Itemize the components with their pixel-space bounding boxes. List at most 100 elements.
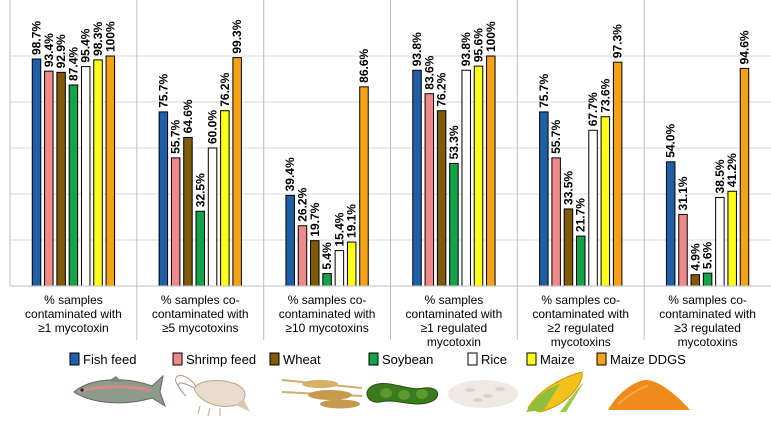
rice-picture — [448, 380, 518, 408]
legend-label: Maize — [540, 352, 575, 367]
value-label: 67.7% — [586, 92, 600, 126]
bar-rice — [461, 69, 471, 287]
soybean-picture — [366, 383, 439, 405]
value-label: 64.6% — [181, 99, 195, 133]
bar-wheat — [436, 110, 447, 287]
value-label: 41.2% — [725, 153, 739, 187]
legend-item-maize: Maize — [526, 352, 575, 367]
bar-shrimp-feed — [170, 157, 181, 287]
value-label: 19.7% — [308, 202, 322, 236]
legend-swatch — [69, 352, 80, 366]
value-label: 55.7% — [169, 120, 183, 154]
legend-swatch — [467, 352, 478, 366]
bar-rice — [334, 250, 345, 287]
ddgs-powder-picture — [608, 380, 690, 410]
fish-picture — [73, 374, 166, 408]
value-label: 32.5% — [193, 173, 207, 207]
legend-pictures — [73, 371, 690, 417]
category-label: % samples co-contaminated with ≥2 regulat… — [532, 293, 629, 349]
bar-maize-ddgs — [105, 55, 116, 287]
value-label: 76.2% — [435, 72, 449, 106]
legend-item-fish-feed: Fish feed — [69, 352, 136, 367]
value-label: 87.4% — [66, 47, 80, 81]
bar-maize — [600, 116, 611, 287]
value-label: 15.4% — [332, 212, 346, 246]
value-label: 31.1% — [676, 176, 690, 210]
category-labels: % samples contaminated with ≥1 mycotoxin % … — [25, 293, 756, 349]
value-label: 97.3% — [611, 24, 625, 58]
value-label: 38.5% — [713, 159, 727, 193]
bar-wheat — [183, 136, 193, 287]
bar-soybean — [576, 235, 586, 287]
bar-maize — [220, 110, 230, 287]
bar-maize — [473, 65, 484, 287]
value-label: 94.6% — [737, 30, 751, 64]
value-label: 5.6% — [701, 241, 715, 269]
legend-swatch — [526, 352, 537, 366]
shrimp-picture — [175, 375, 250, 417]
bar-maize-ddgs — [612, 61, 623, 287]
bar-wheat — [563, 208, 574, 287]
bar-wheat — [310, 240, 320, 287]
value-labels: 98.7% 75.7% 39.4% 93.8% 75.7% 54.0% 93.4% 55.7%… — [30, 19, 752, 270]
bar-rice — [715, 196, 725, 287]
category-label: % samples co-contaminated with ≥5 mycotox… — [152, 293, 249, 335]
bar-soybean — [702, 272, 713, 287]
value-label: 54.0% — [664, 123, 678, 157]
legend-swatch — [172, 352, 183, 366]
value-label: 76.2% — [218, 72, 232, 106]
bar-rice — [207, 147, 218, 287]
value-label: 19.1% — [345, 204, 359, 238]
bar-rice — [588, 129, 598, 287]
bar-soybean — [195, 210, 205, 287]
legend-item-maize-ddgs: Maize DDGS — [596, 352, 686, 367]
value-label: 93.8% — [459, 32, 473, 66]
bar-wheat — [690, 274, 701, 287]
bars — [31, 55, 750, 287]
value-label: 93.4% — [42, 33, 56, 67]
value-label: 60.0% — [206, 110, 220, 144]
legend-swatch — [368, 352, 379, 366]
value-label: 73.6% — [598, 78, 612, 112]
bar-fish-feed — [285, 194, 295, 287]
value-label: 26.2% — [295, 187, 309, 221]
value-label: 93.8% — [410, 32, 424, 66]
value-label: 100% — [484, 21, 498, 52]
legend-label: Maize DDGS — [610, 352, 686, 367]
bar-soybean — [68, 84, 79, 287]
category-label: % samples contaminated with ≥1 regulated my… — [406, 293, 503, 349]
bar-shrimp-feed — [297, 225, 308, 287]
legend-label: Soybean — [382, 352, 433, 367]
value-label: 95.6% — [472, 28, 486, 62]
value-label: 21.7% — [574, 198, 588, 232]
value-label: 33.5% — [561, 171, 575, 205]
bar-maize — [346, 241, 357, 287]
bar-maize-ddgs — [359, 86, 369, 287]
bar-soybean — [322, 273, 332, 287]
category-label: % samples co-contaminated with ≥10 mycoto… — [279, 293, 376, 335]
value-label: 55.7% — [549, 120, 563, 154]
category-label: % samples co-contaminated with ≥3 regulat… — [659, 293, 756, 349]
value-label: 100% — [103, 21, 117, 52]
bar-maize — [93, 59, 103, 287]
bar-wheat — [56, 71, 66, 287]
legend-item-rice: Rice — [467, 352, 507, 367]
axes — [9, 0, 771, 340]
legend-swatch — [596, 352, 607, 366]
value-label: 92.9% — [54, 34, 68, 68]
bar-soybean — [449, 162, 459, 287]
bar-maize — [727, 190, 737, 287]
value-label: 98.7% — [30, 21, 44, 55]
bar-fish-feed — [665, 161, 676, 287]
value-label: 95.4% — [79, 28, 93, 62]
value-label: 53.3% — [447, 125, 461, 159]
maize-picture — [526, 371, 584, 413]
value-label: 75.7% — [537, 74, 551, 108]
value-label: 5.4% — [320, 242, 334, 270]
legend-item-wheat: Wheat — [269, 352, 321, 367]
value-label: 39.4% — [283, 157, 297, 191]
bar-fish-feed — [412, 69, 422, 287]
value-label: 99.3% — [230, 19, 244, 53]
value-label: 4.9% — [688, 243, 702, 271]
bar-shrimp-feed — [424, 93, 435, 287]
